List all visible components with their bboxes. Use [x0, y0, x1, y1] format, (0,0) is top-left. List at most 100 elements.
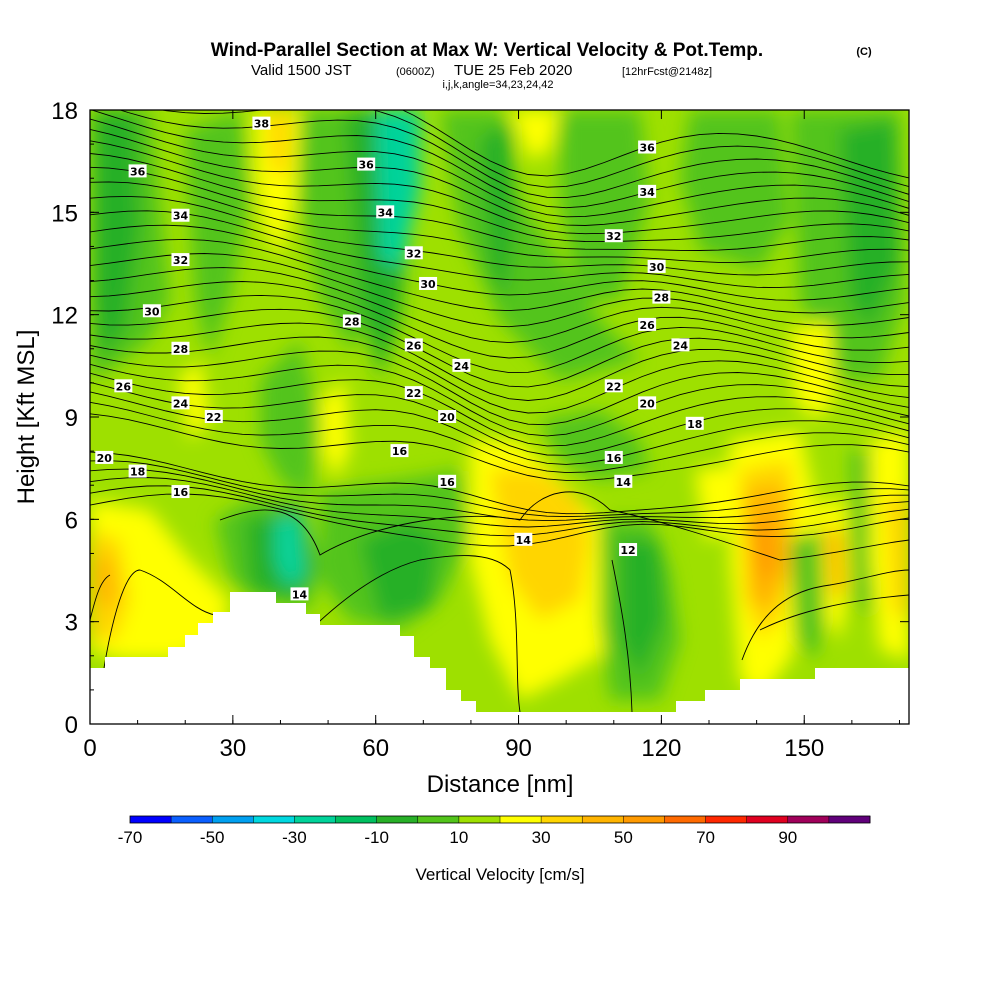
colorbar	[129, 815, 871, 824]
theta-contour-line	[299, 555, 521, 713]
contour-label-box	[376, 205, 395, 219]
colorbar-tick-labels: -70 -50 -30 -10 10 30 50 70 90	[118, 828, 798, 847]
theta-contour-line	[741, 569, 909, 661]
contour-label: 18	[685, 416, 704, 431]
contour-label: 28	[171, 341, 190, 356]
contour-label: 32	[604, 229, 623, 243]
contour-label: 34	[376, 205, 395, 219]
contour-label: 26	[114, 379, 133, 393]
contour-label: 36	[638, 140, 657, 155]
theta-contour-line	[90, 181, 909, 263]
colorbar-tick-label: 10	[449, 828, 468, 847]
contour-label-text: 22	[206, 411, 221, 424]
contour-label-box	[404, 386, 423, 400]
contour-label-box	[404, 338, 423, 352]
contour-label-text: 26	[406, 339, 422, 352]
contour-label-box	[638, 317, 657, 331]
x-tick-label: 30	[219, 735, 246, 762]
contour-label-box	[114, 379, 133, 393]
contour-label: 14	[514, 532, 533, 547]
contour-label-text: 28	[654, 292, 669, 305]
theta-contour-line	[759, 594, 909, 631]
theta-contour-line	[90, 451, 909, 515]
theta-contour-line	[90, 253, 909, 328]
contour-label-text: 36	[639, 142, 655, 155]
contour-label-box	[452, 358, 471, 372]
contour-label-box	[128, 164, 147, 178]
x-tick-label: 60	[362, 735, 389, 762]
contour-label: 34	[638, 184, 657, 199]
colorbar-tick-label: 30	[532, 828, 551, 847]
y-tick-label: 9	[65, 405, 78, 432]
contour-label: 20	[638, 396, 657, 410]
y-tick-label: 18	[51, 98, 78, 125]
colorbar-label: Vertical Velocity [cm/s]	[415, 865, 584, 884]
colorbar-swatch	[212, 816, 254, 823]
theta-contour-line	[90, 391, 909, 465]
contour-label-text: 22	[606, 380, 621, 393]
contour-label: 36	[357, 157, 376, 172]
contour-label-text: 14	[292, 588, 308, 601]
colorbar-swatch	[582, 816, 624, 823]
contour-label: 20	[438, 410, 457, 424]
contour-label: 16	[171, 485, 190, 499]
theta-contour-line	[159, 110, 909, 188]
contour-label-box	[204, 410, 223, 423]
contour-label-text: 30	[144, 305, 160, 318]
colorbar-swatch	[787, 816, 830, 823]
contour-label-box	[514, 532, 533, 546]
contour-label-text: 28	[173, 343, 188, 356]
contour-label: 30	[419, 276, 438, 291]
contour-label: 32	[171, 253, 190, 267]
theta-contour-line	[90, 281, 909, 359]
contour-label-box	[95, 450, 114, 464]
contour-label-text: 36	[130, 165, 146, 178]
contour-label-box	[171, 485, 190, 499]
contour-label-text: 18	[687, 418, 702, 431]
contour-label: 16	[390, 444, 409, 458]
contour-label: 24	[671, 338, 690, 352]
x-axis-label: Distance [nm]	[427, 771, 574, 798]
contour-label-box	[619, 543, 638, 557]
y-tick-label: 12	[51, 303, 78, 330]
contour-label-box	[604, 229, 623, 243]
y-axis-label: Height [Kft MSL]	[13, 330, 40, 505]
contour-label-text: 14	[516, 534, 532, 547]
contour-label-text: 32	[606, 230, 621, 243]
valid-time: Valid 1500 JST	[251, 62, 352, 79]
theta-contour-line	[90, 574, 111, 621]
theta-contour-line	[219, 491, 909, 561]
theta-contour-line	[90, 140, 909, 235]
contour-label: 22	[404, 386, 423, 400]
x-tick-label: 0	[83, 735, 96, 762]
theta-contour-line	[90, 372, 909, 447]
contour-label-box	[252, 116, 271, 130]
contour-label-text: 16	[606, 452, 622, 465]
colorbar-swatch	[828, 816, 871, 823]
contour-label-box	[638, 396, 657, 410]
contour-label: 18	[128, 464, 147, 479]
contour-label-text: 38	[254, 118, 269, 131]
contour-label-box	[638, 140, 657, 154]
colorbar-swatch	[253, 816, 295, 823]
contour-label-text: 24	[454, 360, 470, 373]
colorbar-swatch	[130, 816, 172, 823]
contour-label-text: 24	[173, 397, 189, 410]
theta-contour-line	[90, 413, 909, 481]
colorbar-tick-label: -70	[118, 828, 143, 847]
valid-utc: (0600Z)	[396, 66, 435, 78]
theta-contour-line	[118, 110, 909, 199]
forecast-info: [12hrFcst@2148z]	[622, 66, 712, 78]
contour-label-box	[171, 341, 190, 355]
colorbar-swatch	[500, 816, 542, 823]
colorbar-tick-label: -30	[282, 828, 307, 847]
colorbar-swatch	[458, 816, 501, 823]
contour-label: 28	[652, 290, 671, 305]
y-tick-label: 15	[51, 200, 78, 227]
contour-label-box	[171, 208, 190, 222]
contour-label: 30	[142, 304, 161, 318]
colorbar-swatch	[705, 816, 748, 823]
colorbar-swatch	[417, 816, 460, 823]
theta-contour-line	[90, 350, 909, 426]
